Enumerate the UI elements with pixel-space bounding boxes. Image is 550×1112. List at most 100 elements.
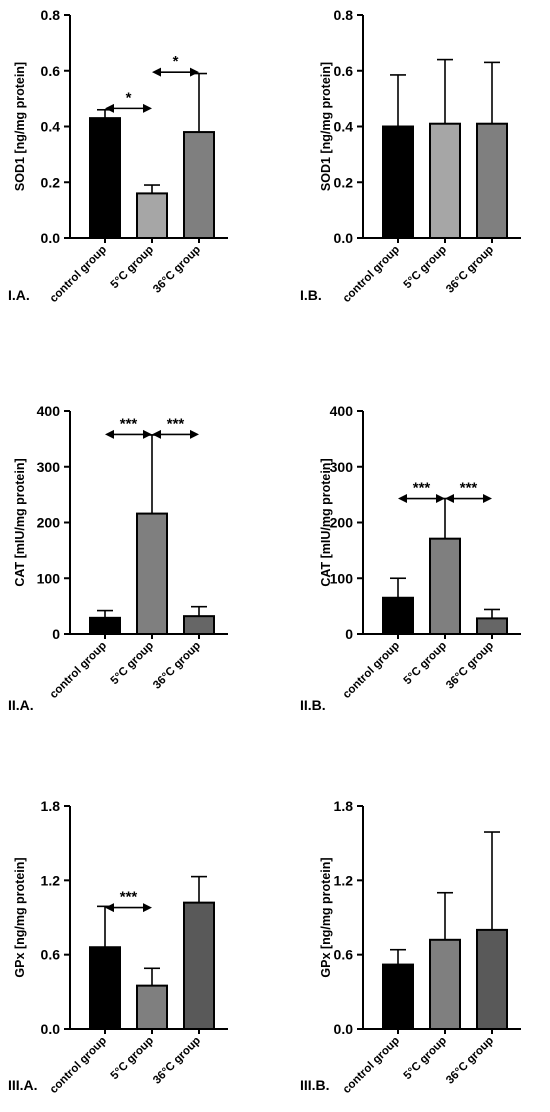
category-label: 5°C group — [109, 244, 156, 291]
bar-3 — [476, 122, 508, 239]
category-label: control group — [341, 640, 402, 701]
y-tick-label: 0.6 — [41, 947, 61, 963]
y-tick-label: 0.0 — [41, 230, 61, 246]
y-tick-label: 0 — [345, 626, 353, 642]
y-tick-label: 300 — [330, 459, 354, 475]
category-label: control group — [48, 640, 109, 701]
panel-label: II.A. — [8, 697, 34, 713]
category-label: control group — [48, 1035, 109, 1096]
y-tick-label: 300 — [37, 459, 61, 475]
significance-label: *** — [120, 889, 138, 906]
bar-2 — [429, 537, 461, 635]
arrow-head-left — [105, 103, 114, 113]
category-label: 5°C group — [402, 1035, 449, 1082]
arrow-head-right — [190, 429, 199, 439]
bar-3 — [476, 928, 508, 1031]
y-tick-label: 0.0 — [41, 1021, 61, 1037]
y-tick-label: 0.4 — [41, 119, 61, 135]
arrow-head-left — [398, 494, 407, 504]
category-label: control group — [341, 1035, 402, 1096]
y-tick-label: 1.8 — [334, 798, 354, 814]
chart-panel-1: 0.0 0.2 0.4 0.6 0.8 control group 5°C group36°… — [8, 7, 228, 305]
y-tick-label: 1.8 — [41, 798, 61, 814]
y-tick-label: 200 — [37, 515, 61, 531]
significance-label: * — [173, 53, 179, 70]
bar-3 — [183, 131, 215, 239]
bar-3 — [183, 901, 215, 1031]
arrow-head-right — [143, 429, 152, 439]
category-label: 36°C group — [151, 1035, 203, 1087]
arrow-head-right — [483, 494, 492, 504]
arrow-head-left — [152, 429, 161, 439]
y-tick-label: 0.2 — [334, 174, 354, 190]
chart-panel-2: 0.0 0.2 0.4 0.6 0.8 control group 5°C group36°… — [300, 7, 521, 305]
arrow-head-left — [105, 903, 114, 913]
category-label: 36°C group — [151, 244, 203, 296]
y-tick-label: 0.6 — [41, 63, 61, 79]
bar-2 — [136, 192, 168, 239]
bar-3 — [183, 615, 215, 635]
bar-2 — [136, 984, 168, 1031]
y-tick-label: 0.6 — [334, 63, 354, 79]
arrow-head-right — [436, 494, 445, 504]
y-tick-label: 0.0 — [334, 230, 354, 246]
bar-3 — [476, 617, 508, 636]
significance-label: *** — [413, 480, 431, 497]
panel-label: I.A. — [8, 287, 30, 303]
y-tick-label: 200 — [330, 515, 354, 531]
y-tick-label: 0.8 — [334, 7, 354, 23]
y-tick-label: 0 — [52, 626, 60, 642]
y-axis-label: SOD1 [ng/mg protein] — [13, 62, 27, 191]
significance-label: *** — [460, 480, 478, 497]
category-label: control group — [48, 244, 109, 305]
arrow-head-left — [445, 494, 454, 504]
y-tick-label: 400 — [330, 403, 354, 419]
bar-1 — [89, 117, 121, 239]
bar-1 — [382, 963, 414, 1030]
category-label: 36°C group — [444, 1035, 496, 1087]
significance-label: * — [126, 89, 132, 106]
y-axis-label: CAT [mIU/mg protein] — [319, 458, 333, 586]
y-tick-label: 100 — [37, 570, 61, 586]
y-tick-label: 0.0 — [334, 1021, 354, 1037]
bar-1 — [89, 616, 121, 636]
y-axis-label: GPx [ng/mg protein] — [319, 857, 333, 977]
y-axis-label: CAT [mIU/mg protein] — [13, 458, 27, 586]
panel-label: III.A. — [8, 1077, 38, 1093]
chart-panel-4: 0 100 200 300 400 control group 5°C group36°C … — [300, 403, 521, 713]
arrow-head-right — [143, 903, 152, 913]
bar-2 — [429, 122, 461, 239]
bar-1 — [382, 125, 414, 239]
panel-label: I.B. — [300, 287, 322, 303]
category-label: 36°C group — [444, 244, 496, 296]
significance-label: *** — [120, 415, 138, 432]
y-tick-label: 0.8 — [41, 7, 61, 23]
y-tick-label: 0.6 — [334, 947, 354, 963]
panel-label: II.B. — [300, 697, 326, 713]
y-tick-label: 0.2 — [41, 174, 61, 190]
y-tick-label: 400 — [37, 403, 61, 419]
y-axis-label: GPx [ng/mg protein] — [13, 857, 27, 977]
bar-2 — [429, 938, 461, 1030]
category-label: 5°C group — [402, 244, 449, 291]
y-tick-label: 1.2 — [41, 872, 61, 888]
chart-panel-3: 0 100 200 300 400 control group 5°C group36°C … — [8, 403, 228, 713]
bar-2 — [136, 512, 168, 636]
y-tick-label: 1.2 — [334, 872, 354, 888]
bar-1 — [382, 596, 414, 636]
category-label: 5°C group — [109, 1035, 156, 1082]
panel-label: III.B. — [300, 1077, 330, 1093]
bar-1 — [89, 946, 121, 1031]
significance-label: *** — [167, 415, 185, 432]
arrow-head-right — [143, 103, 152, 113]
category-label: control group — [341, 244, 402, 305]
arrow-head-left — [152, 67, 161, 77]
category-label: 5°C group — [109, 640, 156, 687]
arrow-head-right — [190, 67, 199, 77]
category-label: 36°C group — [444, 640, 496, 692]
y-tick-label: 0.4 — [334, 119, 354, 135]
arrow-head-left — [105, 429, 114, 439]
